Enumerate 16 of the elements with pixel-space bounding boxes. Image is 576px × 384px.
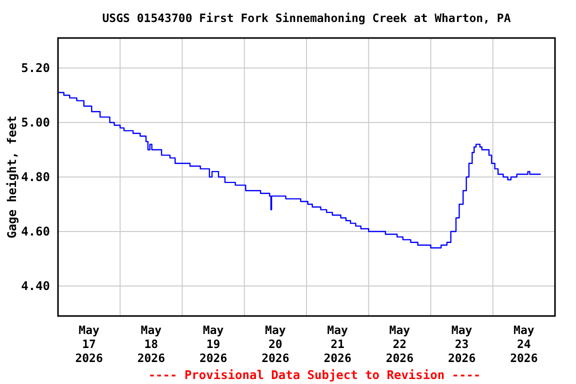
x-tick-label: May 24 2026: [510, 323, 538, 365]
x-tick-label: May 21 2026: [324, 323, 352, 365]
x-tick-label: May 17 2026: [75, 323, 103, 365]
x-tick-label: May 19 2026: [199, 323, 228, 365]
text: ---- Provisional Data Subject to Revision ----: [148, 368, 481, 382]
x-tick-label: May 22 2026: [386, 323, 414, 365]
y-tick-label: 4.40: [21, 279, 50, 294]
x-tick-label: May 23 2026: [448, 323, 476, 365]
y-tick-label: 4.60: [21, 224, 50, 239]
y-axis-title: Gage height, feet: [5, 116, 19, 238]
x-tick-label: May 18 2026: [137, 323, 166, 365]
chart-title: USGS 01543700 First Fork Sinnemahoning Creek at Wharton, PA: [102, 11, 511, 25]
y-tick-label: 4.80: [21, 170, 50, 184]
x-tick-label: May 20 2026: [262, 323, 290, 365]
y-tick-label: 5.20: [21, 61, 50, 76]
y-tick-label: 5.00: [21, 116, 50, 130]
